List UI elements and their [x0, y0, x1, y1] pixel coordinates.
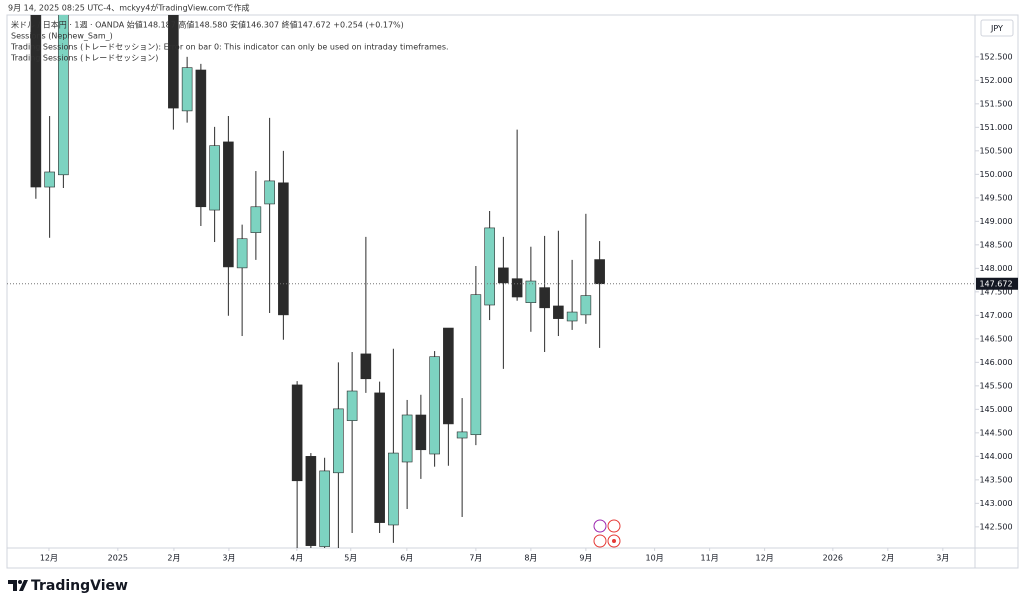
x-tick-label: 5月 [344, 554, 357, 563]
y-tick-label: 150.000 [979, 170, 1012, 179]
candle-body [580, 295, 592, 316]
indicator: Trading Sessions (トレードセッション): Error on b… [10, 43, 449, 52]
y-tick-label: 144.000 [979, 452, 1012, 461]
candle-body [498, 267, 509, 284]
x-tick-label: 2月 [881, 554, 894, 563]
y-tick-label: 144.500 [979, 428, 1012, 437]
y-tick-label: 146.000 [979, 358, 1012, 367]
candle-body [388, 452, 399, 526]
candle-body [511, 278, 523, 298]
y-tick-label: 149.500 [979, 193, 1012, 202]
x-tick-label: 7月 [469, 554, 482, 563]
candle-body [429, 356, 440, 455]
candle-body [470, 294, 482, 436]
y-tick-label: 146.500 [979, 334, 1012, 343]
x-tick-label: 2026 [823, 554, 843, 563]
currency-box[interactable] [980, 19, 1014, 37]
frame [6, 14, 1019, 569]
symbol-line: 米ドル / 日本円 · 1週 · OANDA 始値148.187 高値148.5… [11, 20, 404, 30]
candle-body [553, 305, 564, 319]
candle-body [44, 171, 55, 188]
x-tick-label: 4月 [290, 554, 303, 563]
y-tick-label: 148.000 [979, 264, 1012, 273]
brand-logo[interactable] [8, 580, 28, 591]
event-icons [593, 519, 621, 548]
candle-body [443, 327, 454, 425]
x-tick-label: 10月 [646, 554, 664, 563]
y-tick-label: 147.500 [979, 287, 1012, 296]
brand: TradingView [31, 578, 128, 594]
indicator: Trading Sessions (トレードセッション) [10, 54, 158, 63]
y-tick-label: 152.000 [979, 76, 1012, 85]
y-tick-label: 143.500 [979, 475, 1012, 484]
candle-body [333, 408, 344, 474]
y-tick-label: 142.500 [979, 522, 1012, 531]
candle-body [278, 182, 289, 316]
y-tick-label: 143.000 [979, 499, 1012, 508]
y-tick-label: 147.000 [979, 311, 1012, 320]
candle-body [195, 69, 207, 208]
x-tick-label: 8月 [524, 554, 537, 563]
candle-body [525, 280, 537, 303]
candle-body [236, 238, 248, 269]
candle-body [484, 227, 495, 306]
plot [30, 15, 605, 548]
candle-body [250, 206, 262, 233]
y-tick-label: 151.000 [979, 123, 1012, 132]
y-tick-label: 151.500 [979, 99, 1012, 108]
candle-body [594, 259, 605, 285]
x-tick-label: 3月 [936, 554, 949, 563]
candle-body [209, 145, 220, 211]
y-tick-label: 145.000 [979, 405, 1012, 414]
candle-body [181, 67, 193, 112]
x-tick-label: 11月 [701, 554, 719, 563]
candle-body [319, 470, 330, 547]
candle-body [223, 141, 234, 268]
candle-body [566, 311, 578, 322]
candle-body [539, 287, 550, 309]
indicator: Sessions (Nephew_Sam_) [11, 32, 113, 41]
candle-body [401, 414, 413, 463]
y-tick-label: 152.500 [979, 52, 1012, 61]
candle-body [291, 384, 303, 482]
candle-body [305, 456, 317, 546]
candle-body [360, 353, 372, 380]
candle-body [264, 180, 275, 205]
candle-body [346, 390, 358, 421]
x-tick-label: 2025 [108, 554, 128, 563]
candle-body [456, 431, 468, 439]
currency: JPY [990, 24, 1003, 33]
x-tick-label: 6月 [400, 554, 413, 563]
x-tick-label: 2月 [167, 554, 180, 563]
y-tick-label: 150.500 [979, 146, 1012, 155]
x-tick-label: 12月 [40, 554, 58, 563]
candle-body [30, 15, 42, 188]
x-tick-label: 12月 [756, 554, 774, 563]
y-tick-label: 149.000 [979, 217, 1012, 226]
candle-body [374, 392, 385, 523]
y-tick-label: 145.500 [979, 381, 1012, 390]
last-price-box [976, 277, 1018, 290]
y-tick-label: 148.500 [979, 240, 1012, 249]
x-tick-label: 9月 [579, 554, 592, 563]
x-tick-label: 3月 [222, 554, 235, 563]
created-note: 9月 14, 2025 08:25 UTC-4、mckyy4がTradingVi… [8, 3, 250, 13]
candle-body [58, 15, 69, 176]
candle-body [415, 414, 427, 451]
candle-body [168, 15, 179, 109]
last-price-label: 147.672 [979, 279, 1012, 288]
